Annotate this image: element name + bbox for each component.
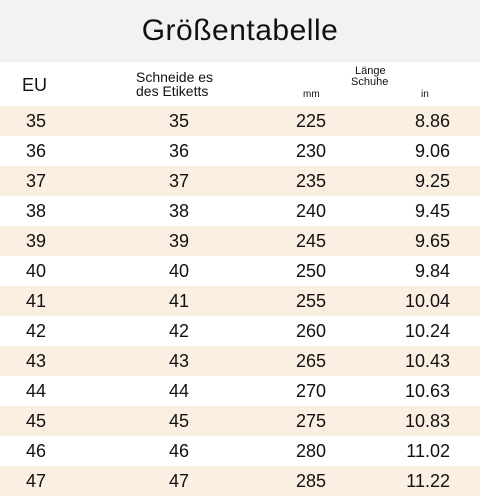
cell-eu: 46 bbox=[26, 441, 47, 461]
cell-eu: 38 bbox=[26, 201, 47, 221]
cell-in: 9.25 bbox=[414, 171, 450, 191]
cell-mm: 245 bbox=[296, 231, 327, 251]
table-row: 44 44 270 10.63 bbox=[0, 376, 480, 406]
cell-mm: 240 bbox=[296, 201, 327, 221]
cell-eu: 39 bbox=[26, 231, 47, 251]
cell-in: 9.06 bbox=[414, 141, 450, 161]
title-bar: Größentabelle bbox=[0, 0, 480, 62]
cell-label: 43 bbox=[169, 351, 190, 371]
table-row: 46 46 280 11.02 bbox=[0, 436, 480, 466]
cell-eu: 41 bbox=[26, 291, 47, 311]
table-row: 35 35 225 8.86 bbox=[0, 106, 480, 136]
table-header: EU Schneide es des Etiketts Länge Schuhe… bbox=[0, 62, 480, 106]
cell-label: 42 bbox=[169, 321, 190, 341]
cell-label: 39 bbox=[169, 231, 190, 251]
cell-eu: 37 bbox=[26, 171, 47, 191]
cell-mm: 260 bbox=[296, 321, 327, 341]
cell-mm: 275 bbox=[296, 411, 327, 431]
cell-mm: 235 bbox=[296, 171, 327, 191]
cell-label: 36 bbox=[169, 141, 190, 161]
table-row: 37 37 235 9.25 bbox=[0, 166, 480, 196]
cell-eu: 35 bbox=[26, 111, 47, 131]
cell-label: 40 bbox=[169, 261, 190, 281]
table-row: 47 47 285 11.22 bbox=[0, 466, 480, 496]
table-row: 42 42 260 10.24 bbox=[0, 316, 480, 346]
cell-label: 44 bbox=[169, 381, 190, 401]
cell-in: 10.24 bbox=[404, 321, 450, 341]
cell-mm: 285 bbox=[296, 471, 327, 491]
table-row: 41 41 255 10.04 bbox=[0, 286, 480, 316]
cell-in: 10.63 bbox=[404, 381, 450, 401]
header-length-line1: Länge bbox=[355, 65, 386, 77]
cell-mm: 225 bbox=[296, 111, 327, 131]
cell-in: 11.22 bbox=[406, 471, 450, 491]
cell-label: 45 bbox=[169, 411, 190, 431]
cell-eu: 43 bbox=[26, 351, 47, 371]
header-label-line1: Schneide es bbox=[136, 69, 214, 85]
table-row: 40 40 250 9.84 bbox=[0, 256, 480, 286]
cell-mm: 265 bbox=[296, 351, 327, 371]
cell-mm: 250 bbox=[296, 261, 327, 281]
table-row: 36 36 230 9.06 bbox=[0, 136, 480, 166]
cell-label: 37 bbox=[169, 171, 190, 191]
size-table-body: 35 35 225 8.86 36 36 230 9.06 37 37 235 … bbox=[0, 106, 480, 496]
cell-eu: 36 bbox=[26, 141, 47, 161]
cell-label: 41 bbox=[169, 291, 190, 311]
cell-in: 10.43 bbox=[404, 351, 450, 371]
cell-mm: 270 bbox=[296, 381, 327, 401]
header-mm: mm bbox=[303, 89, 320, 100]
header-in: in bbox=[421, 89, 429, 100]
table-row: 43 43 265 10.43 bbox=[0, 346, 480, 376]
cell-in: 11.02 bbox=[406, 441, 450, 461]
table-row: 45 45 275 10.83 bbox=[0, 406, 480, 436]
cell-eu: 40 bbox=[26, 261, 47, 281]
cell-label: 35 bbox=[169, 111, 190, 131]
cell-in: 9.65 bbox=[414, 231, 450, 251]
header-eu: EU bbox=[22, 75, 48, 95]
cell-eu: 45 bbox=[26, 411, 47, 431]
table-row: 39 39 245 9.65 bbox=[0, 226, 480, 256]
cell-in: 9.45 bbox=[414, 201, 450, 221]
header-label-line2: des Etiketts bbox=[136, 83, 209, 99]
page-title: Größentabelle bbox=[141, 14, 339, 47]
cell-in: 10.04 bbox=[404, 291, 450, 311]
cell-in: 9.84 bbox=[414, 261, 450, 281]
cell-label: 46 bbox=[169, 441, 190, 461]
cell-label: 38 bbox=[169, 201, 190, 221]
header-length-line2: Schuhe bbox=[351, 76, 389, 88]
cell-eu: 42 bbox=[26, 321, 47, 341]
table-row: 38 38 240 9.45 bbox=[0, 196, 480, 226]
cell-eu: 44 bbox=[26, 381, 47, 401]
cell-in: 10.83 bbox=[404, 411, 450, 431]
cell-mm: 255 bbox=[296, 291, 327, 311]
cell-mm: 230 bbox=[296, 141, 327, 161]
cell-in: 8.86 bbox=[414, 111, 450, 131]
cell-mm: 280 bbox=[296, 441, 327, 461]
cell-label: 47 bbox=[169, 471, 190, 491]
cell-eu: 47 bbox=[26, 471, 47, 491]
